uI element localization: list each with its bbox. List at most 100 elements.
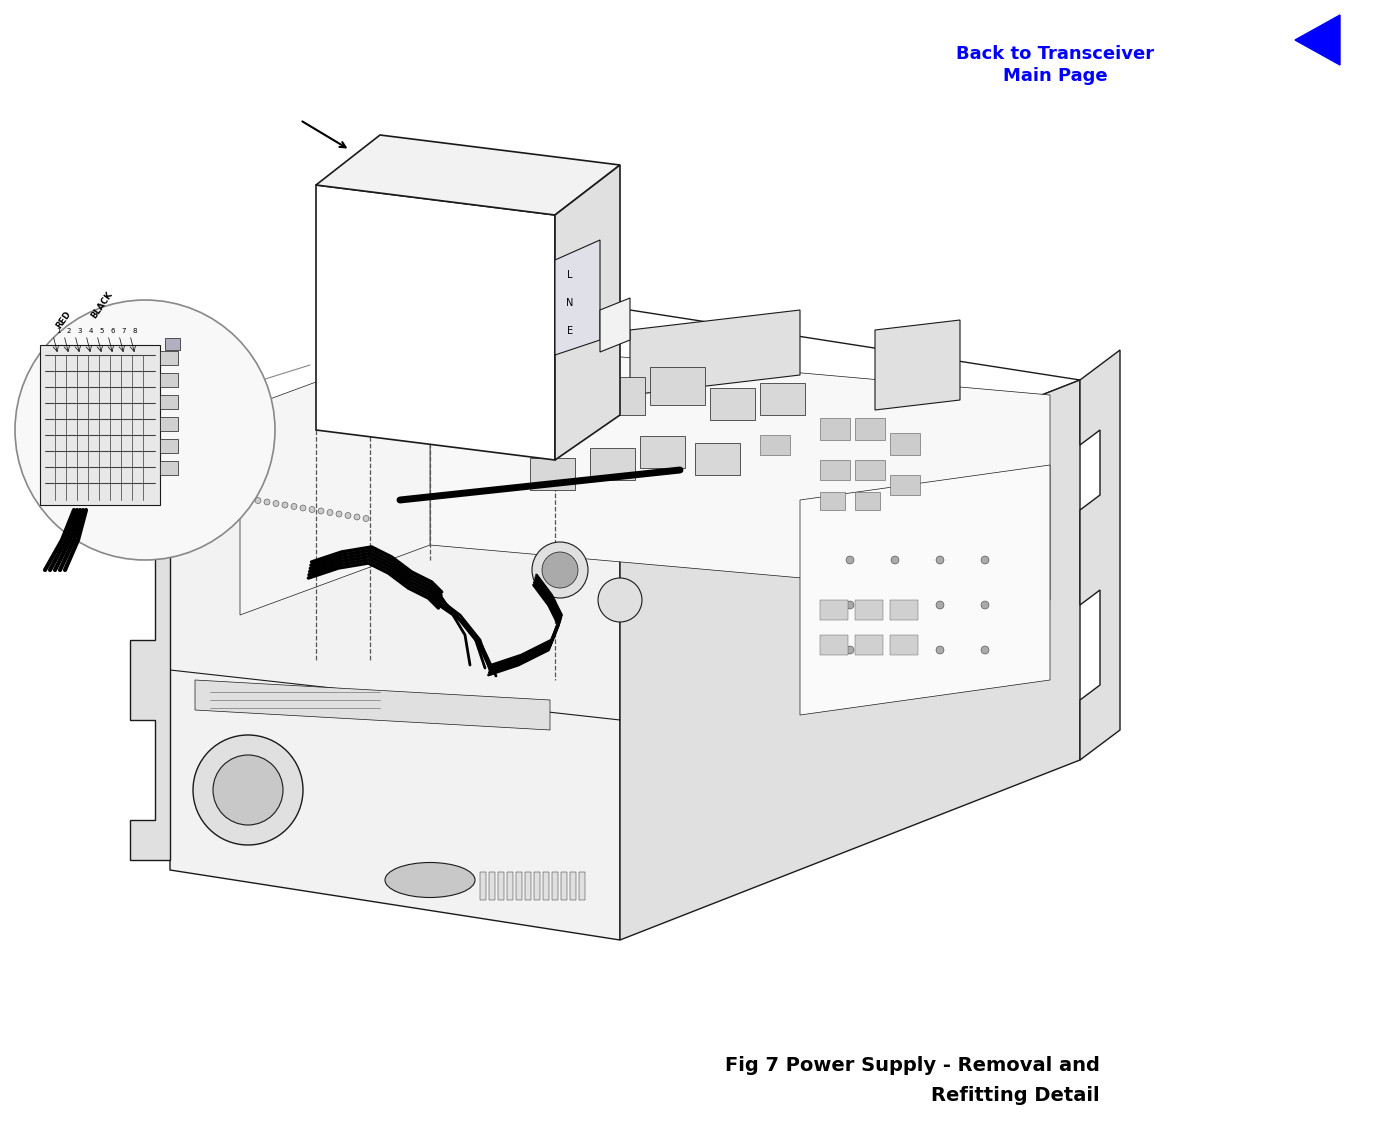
Polygon shape — [555, 165, 620, 459]
Bar — [508, 872, 513, 900]
Text: N: N — [566, 298, 574, 307]
Bar — [855, 418, 885, 440]
Bar — [160, 461, 178, 475]
Polygon shape — [315, 135, 620, 215]
Bar — [591, 377, 644, 415]
Circle shape — [15, 299, 275, 560]
Circle shape — [846, 646, 853, 654]
Circle shape — [542, 552, 578, 588]
Circle shape — [532, 542, 588, 598]
Bar — [820, 459, 851, 480]
Text: E: E — [567, 326, 573, 336]
Circle shape — [290, 504, 297, 510]
Bar — [855, 600, 882, 620]
Circle shape — [282, 502, 288, 507]
Circle shape — [891, 601, 899, 609]
Bar — [516, 872, 521, 900]
Circle shape — [308, 506, 315, 512]
Text: 6: 6 — [111, 328, 115, 334]
Circle shape — [936, 601, 945, 609]
Polygon shape — [555, 240, 600, 355]
Bar — [696, 443, 740, 475]
Bar — [552, 872, 557, 900]
Circle shape — [846, 601, 853, 609]
Polygon shape — [620, 379, 1080, 940]
Bar — [544, 872, 549, 900]
Circle shape — [236, 495, 243, 501]
Bar — [891, 636, 918, 655]
Bar — [855, 459, 885, 480]
Polygon shape — [315, 185, 555, 459]
Polygon shape — [170, 310, 1080, 560]
Bar — [820, 600, 848, 620]
Bar — [761, 383, 805, 415]
Circle shape — [264, 499, 270, 505]
Text: 8: 8 — [133, 328, 137, 334]
Circle shape — [194, 735, 303, 845]
Bar — [761, 435, 790, 455]
Circle shape — [981, 555, 989, 563]
Circle shape — [336, 511, 342, 517]
Circle shape — [326, 510, 333, 515]
Bar — [820, 636, 848, 655]
Circle shape — [362, 515, 369, 521]
Circle shape — [597, 578, 642, 622]
Text: 1: 1 — [55, 328, 61, 334]
Circle shape — [192, 487, 198, 493]
Circle shape — [936, 555, 945, 563]
Circle shape — [344, 512, 351, 519]
Text: Fig 7 Power Supply - Removal and: Fig 7 Power Supply - Removal and — [725, 1056, 1099, 1076]
Bar — [855, 491, 880, 510]
Text: 7: 7 — [122, 328, 126, 334]
Bar — [820, 491, 845, 510]
Polygon shape — [170, 490, 620, 940]
Bar — [498, 872, 503, 900]
Bar — [526, 872, 531, 900]
Bar — [650, 367, 705, 405]
Polygon shape — [875, 320, 960, 410]
Polygon shape — [631, 310, 799, 395]
Circle shape — [846, 555, 853, 563]
Bar — [820, 418, 851, 440]
Circle shape — [272, 501, 279, 506]
Bar — [640, 435, 685, 467]
Bar — [480, 872, 485, 900]
Bar — [891, 433, 920, 455]
Text: Refitting Detail: Refitting Detail — [931, 1086, 1099, 1105]
Circle shape — [981, 601, 989, 609]
Circle shape — [936, 646, 945, 654]
Text: 2: 2 — [66, 328, 71, 334]
Circle shape — [201, 488, 207, 495]
Bar — [160, 395, 178, 409]
Polygon shape — [799, 465, 1050, 716]
Circle shape — [246, 496, 252, 502]
Circle shape — [213, 756, 284, 825]
Polygon shape — [600, 298, 631, 352]
Text: 5: 5 — [100, 328, 104, 334]
Circle shape — [354, 514, 360, 520]
Circle shape — [210, 490, 216, 496]
Bar — [534, 872, 539, 900]
Polygon shape — [1294, 15, 1340, 65]
Bar — [579, 872, 585, 900]
Text: 3: 3 — [77, 328, 82, 334]
Polygon shape — [241, 339, 430, 615]
Bar — [891, 475, 920, 495]
Circle shape — [228, 493, 234, 499]
Bar — [591, 448, 635, 480]
Text: 4: 4 — [89, 328, 93, 334]
Bar — [891, 600, 918, 620]
Bar — [165, 338, 180, 350]
Circle shape — [891, 555, 899, 563]
Bar — [530, 458, 575, 490]
Circle shape — [981, 646, 989, 654]
Bar — [561, 872, 567, 900]
Polygon shape — [1080, 350, 1120, 760]
Ellipse shape — [384, 863, 474, 897]
Bar — [530, 395, 579, 430]
Bar — [160, 417, 178, 431]
Circle shape — [300, 505, 306, 511]
Circle shape — [891, 646, 899, 654]
Polygon shape — [195, 680, 550, 730]
Bar — [490, 872, 495, 900]
